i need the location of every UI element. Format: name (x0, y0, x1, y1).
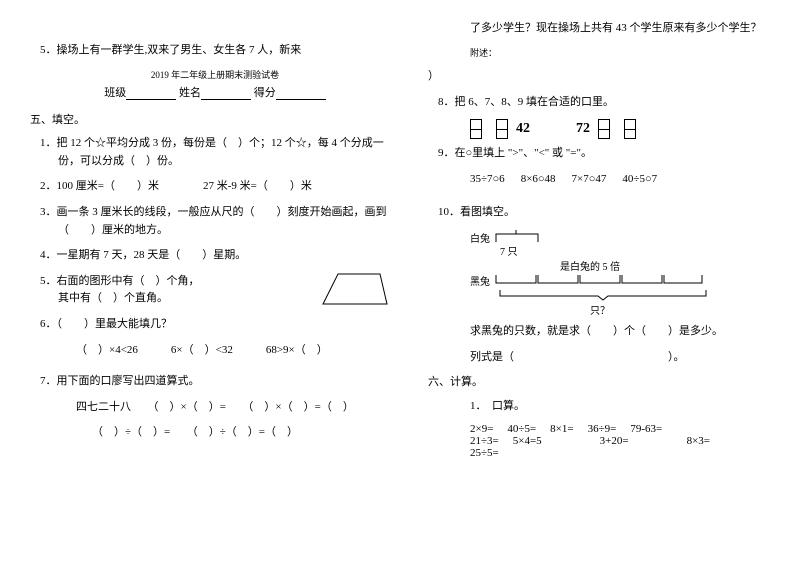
left-column: 5．操场上有一群学生,双来了男生、女生各 7 人，新来 2019 年二年级上册期… (30, 20, 400, 546)
item-4-text: 一星期有 7 天，28 天是（ ）星期。 (57, 249, 247, 261)
item-3-text: 画一条 3 厘米长的线段，一般应从尺的（ ）刻度开始画起，画到（ ）厘米的地方。 (57, 206, 387, 236)
item-5-text: 右面的图形中有（ ）个角， (57, 275, 200, 287)
c7: 5×4=5 (513, 435, 542, 447)
item-7-r2: （ ）÷（ ）= （ ）÷（ ）=（ ） (30, 424, 400, 442)
c3: 8×1= (550, 423, 573, 435)
section-6-title: 六、计算。 (428, 374, 768, 392)
calc-row-1: 2×9= 40÷5= 8×1= 36÷9= 79-63= (428, 423, 768, 435)
score-label: 得分 (254, 87, 276, 99)
item-7-r1: 四七二十八 （ ）×（ ）= （ ）×（ ）=（ ） (30, 399, 400, 417)
c4: 36÷9= (588, 423, 617, 435)
q9-c: 7×7○47 (572, 171, 607, 189)
bracket-mid-icon (494, 273, 704, 287)
name-label: 姓名 (179, 87, 201, 99)
c8: 3+20= (600, 435, 629, 447)
calc-row-3: 25÷5= (428, 447, 768, 459)
class-blank (126, 88, 176, 100)
item-6-row: （ ）×4<26 6×（ ）<32 68>9×（ ） (30, 342, 400, 360)
white-label: 白兔 (470, 230, 490, 245)
form-line: 班级 姓名 得分 (30, 84, 400, 100)
q10-ask: 求黑兔的只数，就是求（ ）个（ ）是多少。 (428, 323, 768, 341)
q9-d: 40÷5○7 (622, 171, 657, 189)
attach-label: 附述： (428, 46, 768, 60)
item-6-num: 6． (40, 318, 57, 330)
box-1 (470, 119, 482, 139)
bracket-bottom-icon (498, 288, 708, 302)
item-1-num: 1． (40, 137, 57, 149)
item-7-num: 7． (40, 375, 57, 387)
q5-header: 5．操场上有一群学生,双来了男生、女生各 7 人，新来 (30, 42, 400, 60)
item-5: 5．右面的图形中有（ ）个角， 其中有（ ）个直角。 (30, 273, 400, 308)
q9-a: 35÷7○6 (470, 171, 505, 189)
item-6-text: （ ）里最大能填几？ (57, 318, 173, 330)
item-6: 6．（ ）里最大能填几？ (30, 316, 400, 334)
q8-text: 把 6、7、8、9 填在合适的口里。 (455, 96, 615, 108)
name-blank (201, 88, 251, 100)
calc-title: 1． 口算。 (428, 398, 768, 416)
right-column: 了多少学生？现在操场上共有 43 个学生原来有多少个学生？ 附述： ） 8．把 … (428, 20, 768, 546)
q9-num: 9． (438, 147, 455, 159)
item-1: 1．把 12 个☆平均分成 3 份，每份是（ ）个；12 个☆，每 4 个分成一… (30, 135, 400, 170)
item-7-text: 用下面的口廖写出四道算式。 (57, 375, 200, 387)
trapezoid-shape (320, 271, 390, 307)
q10-diagram: 白兔 7 只 是白兔的 5 倍 黑兔 只？ (470, 230, 768, 317)
item-2-text: 100 厘米=（ ）米 27 米-9 米=（ ）米 (57, 180, 312, 192)
q10: 10．看图填空。 (428, 204, 768, 222)
q10-formula: 列式是（ ）。 (428, 349, 768, 367)
item-4: 4．一星期有 7 天，28 天是（ ）星期。 (30, 247, 400, 265)
calc-row-2: 21÷3= 5×4=5 3+20= 8×3= (428, 435, 768, 447)
c1: 2×9= (470, 423, 493, 435)
q9: 9．在○里填上 ">"、"<" 或 "="。 (428, 145, 768, 163)
item-5-text2: 其中有（ ）个直角。 (58, 292, 168, 304)
score-blank (276, 88, 326, 100)
item-2-num: 2． (40, 180, 57, 192)
q10-num: 10． (438, 206, 460, 218)
close-paren: ） (428, 68, 768, 86)
q8-num: 8． (438, 96, 455, 108)
c5: 79-63= (630, 423, 662, 435)
c2: 40÷5= (507, 423, 536, 435)
q9-row: 35÷7○6 8×6○48 7×7○47 40÷5○7 (428, 171, 768, 189)
c10: 25÷5= (470, 447, 499, 459)
item-3: 3．画一条 3 厘米长的线段，一般应从尺的（ ）刻度开始画起，画到（ ）厘米的地… (30, 204, 400, 239)
section-5-title: 五、填空。 (30, 112, 400, 130)
item-3-num: 3． (40, 206, 57, 218)
c6: 21÷3= (470, 435, 499, 447)
item-5-num: 5． (40, 275, 57, 287)
q8: 8．把 6、7、8、9 填在合适的口里。 (428, 94, 768, 112)
subtitle: 2019 年二年级上册期末测验试卷 (30, 68, 400, 81)
item-4-num: 4． (40, 249, 57, 261)
q8-boxes: 42 72 (470, 119, 768, 139)
cont-text: 了多少学生？现在操场上共有 43 个学生原来有多少个学生？ (428, 20, 768, 38)
q10-text: 看图填空。 (460, 206, 515, 218)
item-1-text: 把 12 个☆平均分成 3 份，每份是（ ）个；12 个☆，每 4 个分成一份，… (57, 137, 384, 167)
box-2 (496, 119, 508, 139)
multiplier-label: 是白兔的 5 倍 (470, 258, 768, 273)
q9-text: 在○里填上 ">"、"<" 或 "="。 (455, 147, 592, 159)
q8-72: 72 (576, 121, 590, 137)
white-count: 7 只 (500, 247, 518, 258)
item-2: 2．100 厘米=（ ）米 27 米-9 米=（ ）米 (30, 178, 400, 196)
q9-b: 8×6○48 (521, 171, 556, 189)
class-label: 班级 (104, 87, 126, 99)
q8-42: 42 (516, 121, 530, 137)
box-4 (624, 119, 636, 139)
black-label: 黑兔 (470, 273, 490, 288)
c9: 8×3= (687, 435, 710, 447)
only-label: 只？ (470, 302, 768, 317)
box-3 (598, 119, 610, 139)
item-7: 7．用下面的口廖写出四道算式。 (30, 373, 400, 391)
